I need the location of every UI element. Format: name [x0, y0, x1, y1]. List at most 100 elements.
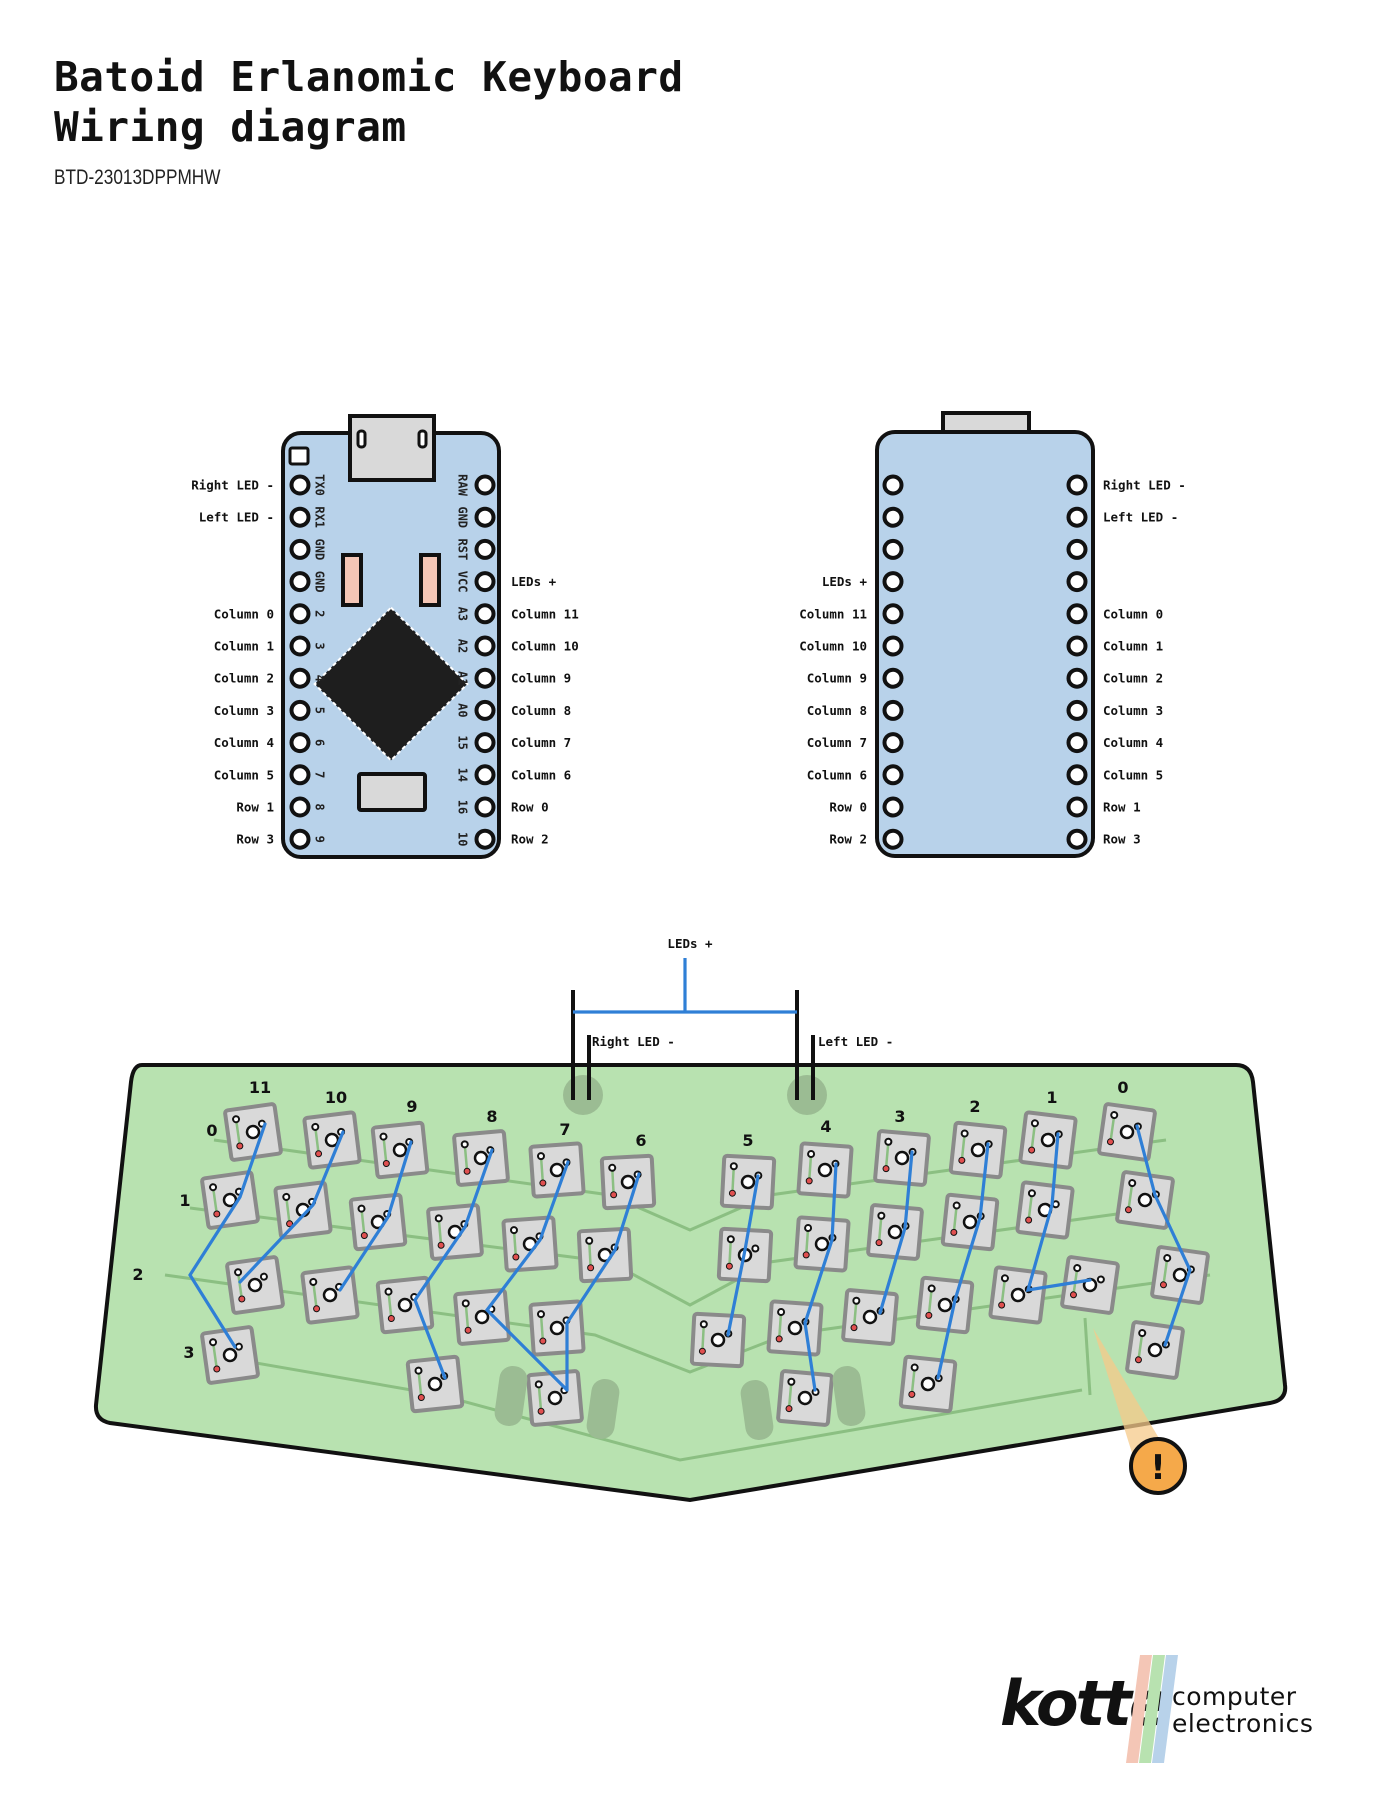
back-left-pin-label-5: Column 10: [799, 639, 867, 654]
key-switch: [273, 1180, 333, 1240]
key-switch: [796, 1141, 854, 1199]
mcu-chip: [313, 606, 469, 762]
front-right-silkscreen-0: RAW: [456, 474, 470, 496]
usb-tab-left: [356, 429, 367, 449]
front-left-pin-8: [289, 732, 311, 754]
front-right-silkscreen-1: GND: [456, 506, 470, 528]
back-left-pin-label-3: LEDs +: [822, 574, 868, 589]
front-right-silkscreen-8: 15: [456, 735, 470, 749]
column-number-label: 4: [820, 1117, 831, 1136]
logo-stripes: [1126, 1655, 1178, 1763]
back-left-pin-0: [882, 474, 904, 496]
key-switch: [689, 1311, 747, 1369]
usb-tab-right: [417, 429, 428, 449]
back-left-pin-label-11: Row 2: [829, 832, 867, 847]
key-switch: [599, 1153, 657, 1211]
back-right-pin-label-6: Column 2: [1103, 671, 1163, 686]
front-left-pin-0: [289, 474, 311, 496]
back-right-pin-label-9: Column 5: [1103, 767, 1163, 782]
front-right-silkscreen-7: A0: [456, 703, 470, 717]
back-right-pin-6: [1066, 667, 1088, 689]
back-left-pin-3: [882, 571, 904, 593]
front-left-pin-4: [289, 603, 311, 625]
column-wire-0: [188, 1122, 267, 1349]
key-switch: [501, 1215, 559, 1273]
front-left-pin-2: [289, 538, 311, 560]
left-led-label: Left LED -: [818, 1034, 893, 1049]
front-left-silkscreen-11: 9: [313, 836, 327, 843]
front-left-pin-1: [289, 506, 311, 528]
key-switch: [405, 1354, 465, 1414]
column-wire-7: [803, 1162, 838, 1392]
front-left-pin-label-10: Row 1: [236, 800, 274, 815]
column-number-label: 2: [969, 1097, 980, 1116]
front-right-pin-label-9: Column 6: [511, 767, 571, 782]
front-left-pin-label-6: Column 2: [214, 671, 274, 686]
key-switch: [223, 1102, 283, 1162]
front-right-silkscreen-2: RST: [456, 539, 470, 561]
back-left-pin-2: [882, 538, 904, 560]
column-wire-9: [936, 1142, 990, 1380]
front-left-pin-10: [289, 796, 311, 818]
controller-back: LEDs + Column 11 Column 10 Column 9 Column 8…: [799, 411, 1186, 858]
column-number-label: 7: [559, 1120, 570, 1139]
diagram-title: Batoid Erlanomic Keyboard Wiring diagram: [54, 52, 684, 152]
front-right-pin-label-6: Column 9: [511, 671, 571, 686]
key-switch: [375, 1275, 435, 1335]
front-left-pin-label-7: Column 3: [214, 703, 274, 718]
front-left-pin-7: [289, 699, 311, 721]
front-left-silkscreen-4: 2: [313, 610, 327, 617]
controller-front: Right LED - TX0 Left LED - RX1 GND GND Column …: [191, 414, 579, 859]
back-left-pin-label-10: Row 0: [829, 800, 867, 815]
front-right-silkscreen-4: A3: [456, 607, 470, 621]
front-right-pin-3: [474, 571, 496, 593]
back-left-pin-6: [882, 667, 904, 689]
front-left-pin-label-11: Row 3: [236, 832, 274, 847]
key-switch: [528, 1141, 586, 1199]
back-left-pin-9: [882, 764, 904, 786]
back-left-pin-label-9: Column 6: [807, 767, 867, 782]
front-left-pin-label-1: Left LED -: [199, 510, 274, 525]
voltage-regulator: [357, 772, 427, 812]
column-wire-8: [878, 1150, 914, 1315]
key-switch: [1060, 1255, 1120, 1315]
key-switch: [866, 1203, 924, 1261]
key-switch: [766, 1299, 824, 1357]
document-id: BTD-23013DPPMHW: [54, 166, 221, 189]
column-wire-1: [238, 1130, 345, 1284]
key-switch: [841, 1288, 899, 1346]
back-left-pin-label-6: Column 9: [807, 671, 867, 686]
right-led-hole: [563, 1075, 603, 1115]
front-right-silkscreen-6: A1: [456, 671, 470, 685]
front-right-silkscreen-10: 16: [456, 800, 470, 814]
front-right-pin-9: [474, 764, 496, 786]
key-switch: [915, 1275, 975, 1335]
row-number-label: 2: [132, 1265, 143, 1284]
front-right-pin-label-3: LEDs +: [511, 574, 557, 589]
back-left-pin-1: [882, 506, 904, 528]
back-right-pin-5: [1066, 635, 1088, 657]
front-right-pin-4: [474, 603, 496, 625]
warning-glyph: !: [1150, 1448, 1166, 1488]
left-led-hole: [787, 1075, 827, 1115]
front-left-silkscreen-10: 8: [313, 803, 327, 810]
key-switch: [873, 1129, 931, 1187]
column-number-label: 10: [325, 1088, 347, 1107]
front-right-pin-label-4: Column 11: [511, 606, 579, 621]
column-wire-2: [338, 1140, 413, 1292]
column-number-label: 1: [1046, 1088, 1057, 1107]
column-wire-11: [1135, 1124, 1192, 1347]
back-left-pin-label-7: Column 8: [807, 703, 867, 718]
front-right-pin-label-7: Column 8: [511, 703, 571, 718]
row-number-label: 3: [183, 1343, 194, 1362]
back-left-pin-8: [882, 732, 904, 754]
key-switch: [200, 1325, 260, 1385]
key-switch: [528, 1299, 586, 1357]
row-number-label: 0: [206, 1121, 217, 1140]
key-switch: [1125, 1320, 1185, 1380]
front-left-silkscreen-0: TX0: [313, 474, 327, 496]
front-right-pin-10: [474, 796, 496, 818]
right-led-label: Right LED -: [592, 1034, 675, 1049]
back-right-pin-2: [1066, 538, 1088, 560]
